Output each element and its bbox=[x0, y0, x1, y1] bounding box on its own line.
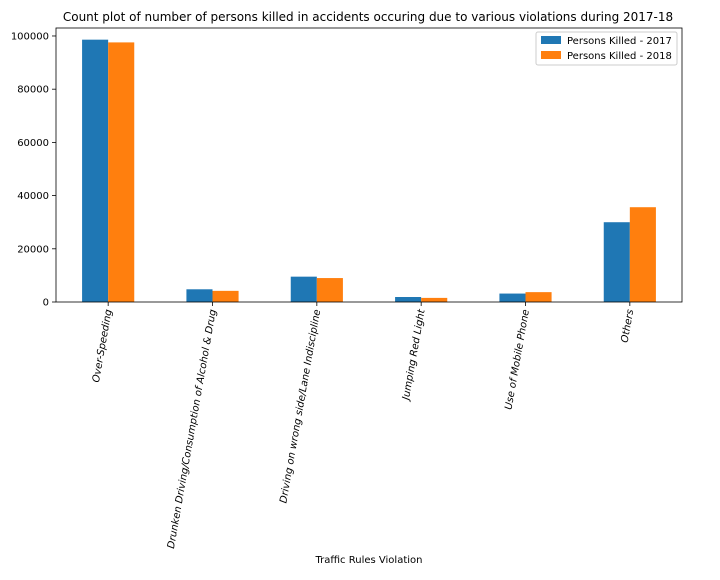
y-tick-label-6: 100000 bbox=[11, 31, 49, 42]
bar-2-5 bbox=[525, 292, 552, 302]
bar-1-3 bbox=[290, 276, 317, 302]
legend-box bbox=[535, 31, 678, 66]
bar-1-4 bbox=[395, 297, 422, 302]
bar-1-1 bbox=[82, 39, 109, 303]
y-tick-label-3: 40000 bbox=[17, 191, 49, 202]
x-tick-label-5: Use of Mobile Phone bbox=[503, 309, 531, 411]
bar-2-3 bbox=[316, 278, 343, 302]
bar-2-2 bbox=[212, 290, 239, 302]
x-tick-label-1: Over-Speeding bbox=[91, 309, 115, 384]
chart-title: Count plot of number of persons killed i… bbox=[63, 10, 673, 24]
x-tick-label-6: Others bbox=[620, 309, 637, 344]
y-tick-label-4: 60000 bbox=[17, 138, 49, 149]
bar-1-6 bbox=[603, 222, 630, 302]
x-tick-label-4: Jumping Red Light bbox=[401, 308, 428, 403]
legend-label-1: Persons Killed - 2017 bbox=[567, 36, 672, 47]
x-axis-label: Traffic Rules Violation bbox=[315, 555, 423, 566]
bar-1-2 bbox=[186, 289, 213, 302]
bar-2-1 bbox=[108, 42, 135, 303]
bar-2-4 bbox=[421, 297, 448, 302]
legend-swatch-1 bbox=[541, 36, 561, 44]
y-tick-label-2: 20000 bbox=[17, 244, 49, 255]
x-tick-label-2: Drunken Driving/Consumption of Alcohol &… bbox=[166, 309, 219, 550]
legend-swatch-2 bbox=[541, 51, 561, 59]
legend-label-2: Persons Killed - 2018 bbox=[567, 51, 672, 62]
legend: Persons Killed - 2017 Persons Killed - 20… bbox=[535, 31, 678, 66]
y-tick-label-1: 0 bbox=[43, 298, 49, 309]
bars-layer bbox=[82, 39, 656, 303]
bar-2-6 bbox=[629, 207, 656, 302]
x-tick-label-3: Driving on wrong side/Lane Indiscipline bbox=[278, 309, 323, 505]
bar-1-5 bbox=[499, 293, 526, 302]
y-tick-label-5: 80000 bbox=[17, 85, 49, 96]
plot-frame bbox=[55, 27, 683, 303]
